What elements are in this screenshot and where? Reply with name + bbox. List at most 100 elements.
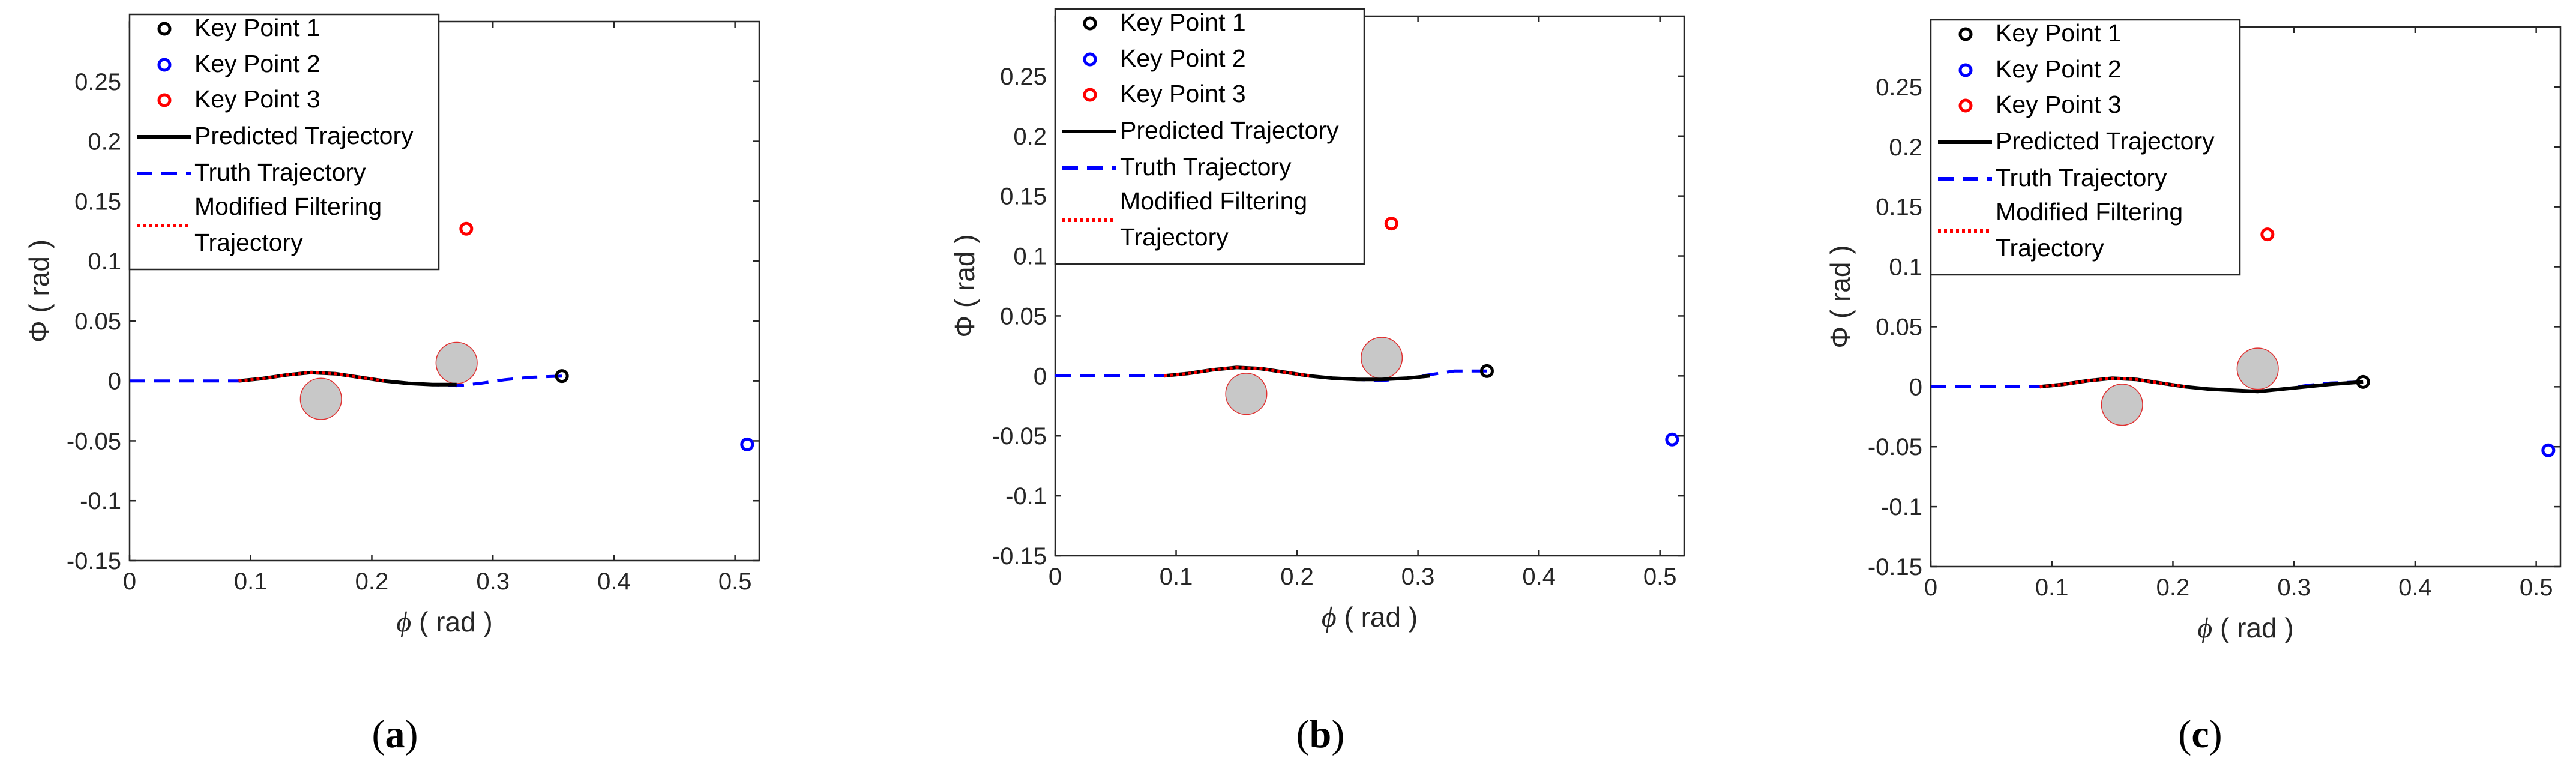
legend: Key Point 1 Key Point 2 Key Point 3 Predict…	[1054, 8, 1365, 265]
legend-box	[1054, 8, 1365, 265]
key-point-2-marker	[740, 437, 754, 451]
chart-panel-2: 0 0.1 0.2 0.3 0.4 0.5 -0.15 -0.1 -0.05 0 0.05 0.1 0.…	[949, 8, 1685, 756]
panel-label-close: )	[2209, 712, 2222, 756]
x-tick-label: 0.2	[2156, 574, 2190, 601]
legend: Key Point 1 Key Point 2 Key Point 3 Predict…	[128, 13, 440, 271]
legend-entry: Modified Filtering	[1120, 187, 1307, 215]
y-tick-label: 0.2	[88, 129, 121, 155]
legend-entry: Key Point 2	[1996, 55, 2122, 83]
panel-label-letter: c	[2191, 712, 2209, 756]
legend-entry: Predicted Trajectory	[194, 122, 414, 149]
x-axis-label-symbol: ϕ	[396, 606, 411, 638]
legend-entry: Trajectory	[1996, 234, 2104, 262]
key-point-1-marker	[2356, 374, 2370, 389]
x-tick-label: 0.3	[2277, 574, 2311, 601]
x-axis-label-unit: ( rad )	[411, 606, 492, 637]
legend-key-point-2-marker	[1958, 63, 1973, 77]
panel-label-close: )	[405, 712, 418, 756]
series-line-modified-filtering-trajectory	[238, 371, 384, 383]
legend-entry: Truth Trajectory	[1120, 153, 1292, 181]
legend-key-point-1-marker	[1083, 16, 1097, 31]
legend-entry: Key Point 3	[1120, 80, 1246, 107]
x-tick-label: 0.3	[1401, 564, 1435, 590]
legend-entry: Key Point 2	[194, 50, 320, 77]
panel-label-letter: b	[1310, 712, 1332, 756]
legend-key-point-1-marker	[157, 22, 172, 36]
key-point-1-marker	[1479, 364, 1494, 378]
panel-label-letter: a	[385, 712, 405, 756]
y-tick-label: 0	[1034, 363, 1047, 390]
y-tick-label: 0.15	[1876, 194, 1922, 221]
x-tick-label: 0.3	[476, 568, 510, 595]
y-tick-label: 0.1	[1013, 244, 1047, 270]
x-tick-label: 0.2	[355, 568, 389, 595]
legend-entry: Predicted Trajectory	[1120, 116, 1339, 144]
x-tick-label: 0.5	[718, 568, 752, 595]
legend-entry: Key Point 3	[1996, 91, 2122, 118]
y-tick-label: 0.25	[74, 69, 121, 95]
panel-label: (c)	[2178, 712, 2222, 756]
y-tick-label: 0.15	[74, 188, 121, 215]
series-line-modified-filtering-trajectory	[2039, 376, 2185, 388]
legend-entry: Trajectory	[1120, 223, 1229, 251]
key-point-2-marker	[2541, 443, 2556, 457]
y-axis-label-unit: ( rad )	[1825, 245, 1856, 326]
legend-entry: Trajectory	[194, 229, 303, 256]
obstacle-circle	[2101, 384, 2143, 426]
legend-key-point-3-marker	[157, 93, 172, 107]
y-tick-label: -0.1	[1881, 494, 1922, 520]
y-axis-label-unit: ( rad )	[23, 239, 55, 320]
series-line-predicted-trajectory	[2039, 376, 2364, 394]
legend-entry: Truth Trajectory	[1996, 164, 2167, 191]
y-tick-label: -0.05	[67, 428, 121, 454]
obstacle-circle	[2236, 347, 2279, 390]
obstacle-circle	[299, 377, 342, 420]
y-tick-label: 0	[108, 368, 121, 395]
x-tick-label: 0	[123, 568, 136, 595]
panel-label: (a)	[372, 712, 418, 756]
legend-entry: Predicted Trajectory	[1996, 127, 2215, 155]
legend-key-point-1-marker	[1958, 27, 1973, 41]
y-tick-label: 0.2	[1013, 124, 1047, 150]
y-tick-label: -0.15	[67, 548, 121, 574]
y-tick-label: 0.25	[1000, 64, 1047, 90]
legend: Key Point 1 Key Point 2 Key Point 3 Predict…	[1930, 19, 2241, 276]
x-axis-label: ϕ ( rad )	[2197, 612, 2293, 644]
x-tick-label: 0.1	[1160, 564, 1193, 590]
series-line-modified-filtering-trajectory	[1164, 365, 1310, 377]
x-tick-label: 0.4	[2398, 574, 2432, 601]
obstacle-circle	[1361, 337, 1403, 379]
x-tick-label: 0.1	[2035, 574, 2069, 601]
legend-entry: Modified Filtering	[194, 193, 382, 220]
x-tick-label: 0.1	[234, 568, 268, 595]
y-tick-label: -0.05	[1868, 434, 1922, 460]
y-tick-label: 0	[1909, 374, 1922, 400]
legend-key-point-3-marker	[1083, 88, 1097, 102]
y-tick-label: 0.2	[1889, 134, 1922, 161]
x-tick-label: 0	[1049, 564, 1062, 590]
obstacle-circle	[1225, 373, 1268, 415]
key-point-3-marker	[2260, 227, 2275, 242]
panel-label-close: )	[1331, 712, 1344, 756]
x-tick-label: 0.2	[1280, 564, 1314, 590]
y-tick-label: -0.1	[80, 488, 121, 514]
y-tick-label: -0.1	[1005, 483, 1047, 510]
y-axis-label-symbol: Φ	[1825, 326, 1856, 349]
x-axis-label-symbol: ϕ	[2197, 612, 2212, 644]
y-axis-label-symbol: Φ	[23, 320, 55, 343]
panel-label-open: (	[1296, 712, 1310, 756]
legend-entry: Key Point 1	[1996, 19, 2122, 47]
key-point-3-marker	[1384, 217, 1398, 231]
chart-panel-3: 0 0.1 0.2 0.3 0.4 0.5 -0.15 -0.1 -0.05 0 0.05 0.1 0.…	[1825, 19, 2562, 756]
panel-label-open: (	[2178, 712, 2191, 756]
panel-label: (b)	[1296, 712, 1345, 756]
y-tick-label: 0.15	[1000, 184, 1047, 210]
x-tick-label: 0.5	[1643, 564, 1677, 590]
y-tick-label: -0.15	[992, 543, 1047, 570]
y-axis-label-symbol: Φ	[949, 316, 980, 338]
y-axis-label: Φ ( rad )	[23, 239, 55, 343]
x-tick-label: 0.4	[1522, 564, 1556, 590]
x-axis-label-unit: ( rad )	[1337, 601, 1418, 633]
legend-entry: Key Point 1	[194, 14, 320, 41]
